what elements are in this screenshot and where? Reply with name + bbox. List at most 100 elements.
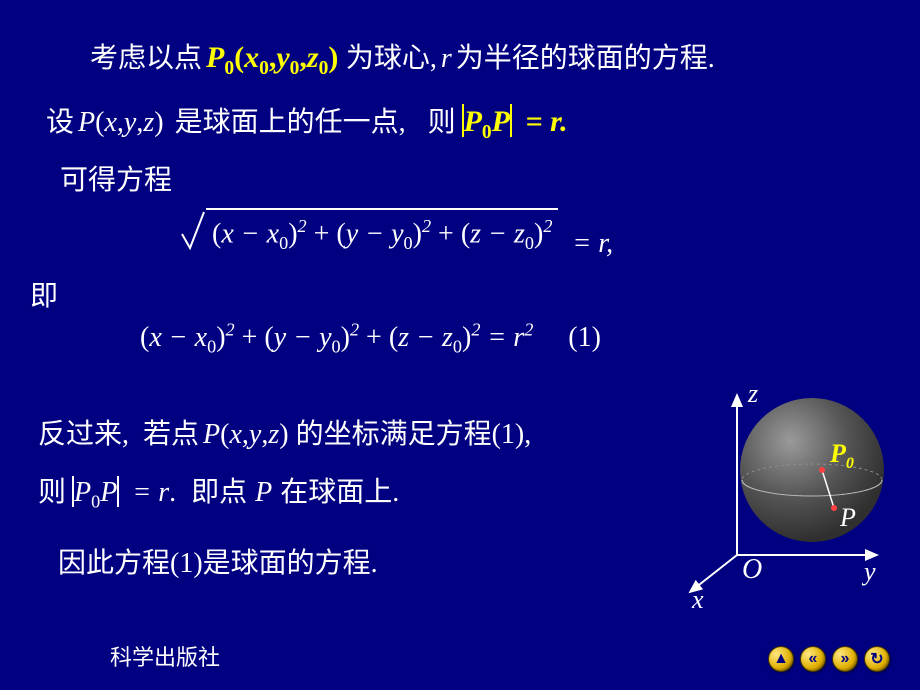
math-p-only: P	[255, 477, 272, 508]
eq-expanded: (x − x0)2 + (y − y0)2 + (z − z0)2 = r2 (…	[140, 320, 890, 358]
axis-z-label: z	[747, 380, 758, 408]
p0-p: P	[206, 41, 224, 74]
p2-p: P	[203, 419, 220, 450]
math-pxyz: P(x,y,z)	[78, 107, 171, 138]
nav-reload-button[interactable]: ↻	[864, 646, 890, 672]
nav-reload-icon: ↻	[870, 649, 883, 669]
text-l5a: 反过来,	[38, 419, 129, 450]
ez0: z	[442, 322, 453, 353]
line-2: 设 P(x,y,z) 是球面上的任一点, 则 P0P = r.	[46, 100, 890, 144]
p2-y: y	[249, 419, 261, 450]
sphere-icon	[740, 398, 884, 542]
rx: x	[221, 218, 233, 249]
ey0s: 0	[332, 337, 341, 357]
text-l7: 因此方程(1)是球面的方程.	[58, 548, 378, 579]
ry0s: 0	[404, 233, 413, 253]
nav-controls: ▲ « » ↻	[768, 646, 890, 672]
point-p	[831, 505, 837, 511]
math-r: r	[441, 43, 452, 74]
radical-icon	[180, 208, 206, 252]
rz: z	[470, 218, 481, 249]
p0-open: (	[234, 41, 244, 74]
math-p0: P0(x0,y0,z0)	[206, 41, 346, 74]
line-4: 即	[30, 274, 890, 314]
p2-x: x	[229, 419, 241, 450]
p-x: x	[104, 107, 116, 138]
p0-x: x	[244, 41, 259, 74]
ry: y	[346, 218, 358, 249]
eq-r: = r,	[572, 228, 613, 259]
text-l6a: 则	[38, 477, 66, 508]
text-l2c: 则	[428, 107, 456, 138]
math-pxyz2: P(x,y,z)	[203, 419, 296, 450]
rz0s: 0	[525, 233, 534, 253]
slide: 考虑以点 P0(x0,y0,z0) 为球心, r 为半径的球面的方程. 设 P(…	[0, 0, 920, 690]
ey: y	[274, 322, 286, 353]
axis-x-label: x	[691, 585, 704, 610]
axis-y-label: y	[861, 557, 876, 586]
math-abs-p0p-2: P0P = r.	[72, 477, 183, 508]
text-l2a: 设	[46, 107, 74, 138]
text-l3: 可得方程	[60, 165, 172, 196]
ex2: 2	[226, 320, 235, 340]
p0-close: )	[328, 41, 338, 74]
line-1: 考虑以点 P0(x0,y0,z0) 为球心, r 为半径的球面的方程.	[90, 36, 890, 80]
ez0s: 0	[453, 337, 462, 357]
p-label: P	[839, 503, 856, 532]
eqr2: = r	[487, 322, 524, 353]
abs2-p0s: 0	[91, 492, 100, 512]
p0-z: z	[307, 41, 319, 74]
radicand: (x − x0)2 + (y − y0)2 + (z − z0)2	[206, 208, 558, 254]
abs2-p: P	[100, 477, 117, 508]
p0-y: y	[276, 41, 289, 74]
text-l1c: 为半径的球面的方程.	[456, 43, 715, 74]
text-l4: 即	[30, 281, 58, 312]
abs2-r: r	[158, 477, 169, 508]
expanded: (x − x0)2 + (y − y0)2 + (z − z0)2 = r2	[140, 322, 540, 353]
abs-p0: P	[464, 105, 482, 138]
p2-close: )	[279, 419, 288, 450]
text-l1a: 考虑以点	[90, 43, 202, 74]
abs2-p0: P	[74, 477, 91, 508]
nav-home-button[interactable]: ▲	[768, 646, 794, 672]
text-l2b: 是球面上的任一点,	[175, 107, 406, 138]
eq-sqrt: (x − x0)2 + (y − y0)2 + (z − z0)2 = r,	[180, 208, 890, 260]
diagram-3d-sphere: z y x O P0 P	[642, 380, 902, 610]
p-close: )	[154, 107, 163, 138]
abs-eqr: = r.	[526, 105, 568, 138]
text-l5b: 若点	[143, 419, 199, 450]
publisher-label: 科学出版社	[110, 640, 220, 672]
rx2: 2	[298, 216, 307, 236]
abs-p: P	[492, 105, 510, 138]
ex0: x	[195, 322, 207, 353]
ey0: y	[319, 322, 331, 353]
abs2-dot: .	[169, 477, 176, 508]
nav-prev-icon: «	[809, 650, 818, 668]
p0-ys: 0	[290, 58, 300, 79]
eq-label: (1)	[568, 322, 601, 353]
p0-xs: 0	[259, 58, 269, 79]
math-abs-p0p: P0P = r.	[462, 105, 568, 138]
text-l5c: 的坐标满足方程(1),	[296, 419, 532, 450]
rz2: 2	[543, 216, 552, 236]
p-p: P	[78, 107, 95, 138]
p-z: z	[143, 107, 154, 138]
rz0: z	[514, 218, 525, 249]
ez2: 2	[471, 320, 480, 340]
ry0: y	[391, 218, 403, 249]
p-y: y	[124, 107, 136, 138]
ex0s: 0	[207, 337, 216, 357]
text-l1b: 为球心,	[346, 43, 437, 74]
line-3: 可得方程	[60, 158, 890, 198]
rx0s: 0	[279, 233, 288, 253]
ey2: 2	[350, 320, 359, 340]
ez: z	[398, 322, 409, 353]
rx0: x	[267, 218, 279, 249]
abs-p0s: 0	[482, 122, 492, 143]
text-l6b: 即点	[191, 477, 247, 508]
origin-label: O	[742, 554, 762, 585]
nav-prev-button[interactable]: «	[800, 646, 826, 672]
nav-next-button[interactable]: »	[832, 646, 858, 672]
ry2: 2	[422, 216, 431, 236]
p0-zs: 0	[319, 58, 329, 79]
